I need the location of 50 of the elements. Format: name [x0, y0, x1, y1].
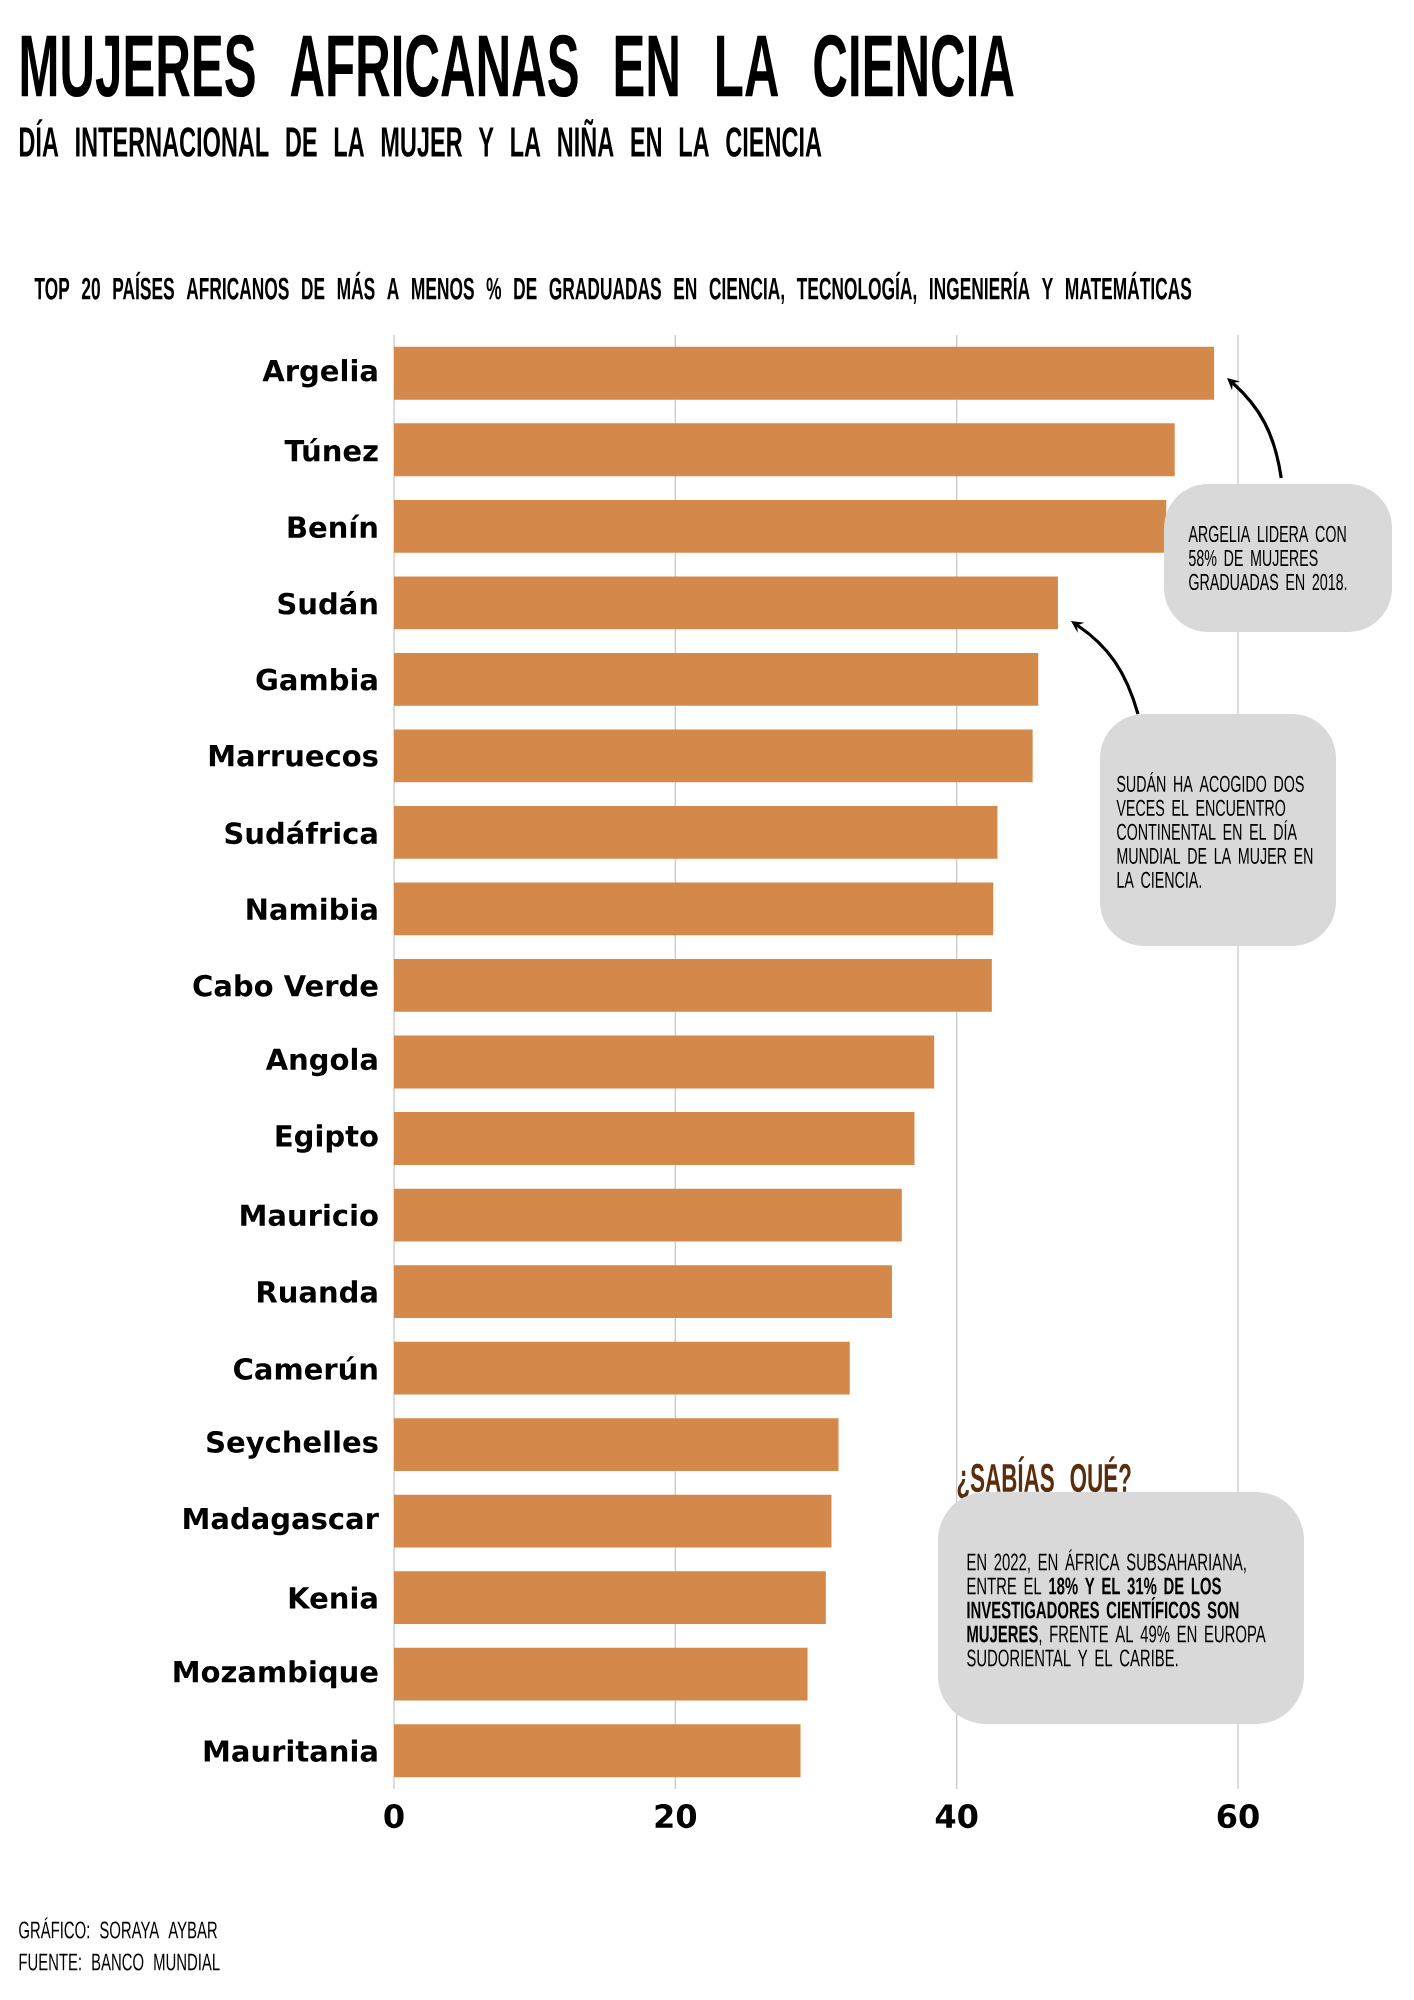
- y-tick-label: Mauricio: [241, 1203, 378, 1227]
- y-tick-label: Angola: [265, 1047, 377, 1077]
- chart-title: MUJERES AFRICANAS EN LA CIENCIA: [21, 34, 1014, 98]
- y-tick-label: Sudán: [278, 591, 377, 615]
- y-tick-label: Sudáfrica: [225, 820, 377, 845]
- y-tick-label: Camerún: [234, 1356, 377, 1380]
- y-tick-label: Mozambique: [174, 1660, 378, 1689]
- x-tick-label: 40: [935, 1804, 978, 1829]
- bar: [394, 806, 998, 859]
- bar: [394, 882, 994, 936]
- y-tick-label: Namibia: [247, 897, 377, 921]
- y-tick-label: Mauritania: [204, 1739, 377, 1762]
- y-tick-label: Marruecos: [209, 745, 378, 767]
- annotation: EN 2022, EN ÁFRICA SUBSAHARIANA, ENTRE EL 18% Y EL 31% DE LOS INVESTIGADORES CIENTÍFICOS SON MUJERES, FRENTE AL 49% EN EUROPA SUDORIENTAL Y EL CARIBE.: [967, 1549, 1266, 1667]
- x-tick-label: 0: [384, 1804, 404, 1829]
- bar: [394, 1265, 892, 1318]
- bar: [394, 423, 1175, 477]
- y-tick-label: Cabo Verde: [193, 974, 378, 997]
- bar: [394, 1418, 839, 1472]
- bar: [394, 1188, 902, 1242]
- bar: [394, 346, 1215, 400]
- bar: [394, 1724, 801, 1778]
- bar: [394, 1341, 850, 1395]
- bar: [394, 1112, 915, 1165]
- y-tick-label: Benín: [288, 514, 377, 539]
- bar: [394, 729, 1033, 783]
- y-tick-label: Túnez: [284, 437, 378, 462]
- annotation: ARGELIA LIDERA CON 58% DE MUJERES GRADUADAS EN 2018.: [1188, 525, 1347, 591]
- y-tick-label: Ruanda: [258, 1280, 377, 1303]
- source-note: FUENTE: BANCO MUNDIAL: [19, 1953, 220, 1971]
- bar: [394, 1571, 826, 1625]
- bar: [394, 652, 1039, 706]
- text: GRÁFICO: SORAYA AYBAR: [19, 1917, 217, 1939]
- annotation: ¿SABÍAS QUÉ?: [957, 1456, 1131, 1500]
- bar: [394, 1647, 808, 1701]
- y-tick-label: Kenia: [289, 1586, 377, 1609]
- text: TOP 20 PAÍSES AFRICANOS DE MÁS A MENOS % DE GRADUADAS EN CIENCIA, TECNOLOGÍA, INGENIERÍA Y MATEMÁTICAS: [34, 271, 1192, 305]
- annotation: SUDÁN HA ACOGIDO DOS VECES EL ENCUENTRO CONTINENTAL EN EL DÍA MUNDIAL DE LA MUJER EN LA CIENCIA.: [1116, 771, 1313, 889]
- y-tick-label: Argelia: [262, 359, 377, 388]
- x-tick-label: 60: [1217, 1804, 1259, 1829]
- chart-subtitle: DÍA INTERNACIONAL DE LA MUJER Y LA NIÑA EN LA CIENCIA: [19, 119, 822, 157]
- bar: [394, 1035, 935, 1089]
- y-tick-label: Seychelles: [207, 1430, 378, 1459]
- y-tick-label: Gambia: [256, 668, 377, 691]
- y-tick-label: Madagascar: [184, 1506, 379, 1536]
- bar: [394, 1494, 832, 1548]
- bar: [394, 959, 992, 1012]
- y-tick-label: Egipto: [276, 1124, 378, 1153]
- x-tick-label: 20: [655, 1804, 697, 1829]
- bar: [394, 576, 1058, 630]
